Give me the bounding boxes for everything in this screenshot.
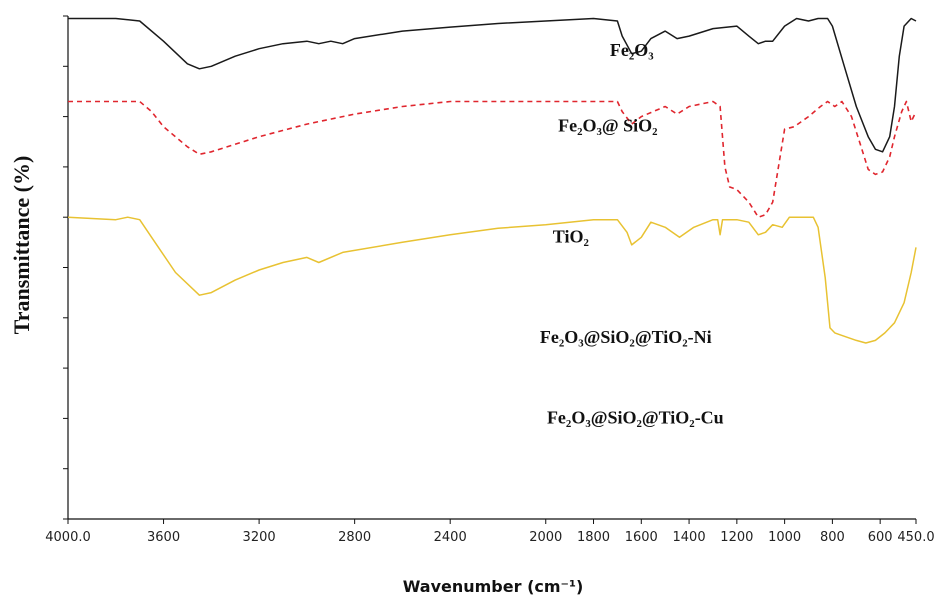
spectra-series xyxy=(67,17,917,344)
spectrum-line-2 xyxy=(68,100,917,218)
x-tick-label: 450.0 xyxy=(897,530,934,545)
sample-label-1: Fe₂O₃ xyxy=(610,40,654,60)
x-tick-label: 1400 xyxy=(673,530,706,545)
x-tick-label: 4000.0 xyxy=(45,530,91,545)
x-tick-label: 1000 xyxy=(768,530,801,545)
sample-annotations: Fe₂O₃ Fe₂O₃@ SiO₂ TiO₂ Fe₂O₃@SiO₂@TiO₂-Ni Fe… xyxy=(540,40,724,427)
x-tick-label: 2000 xyxy=(529,530,562,545)
y-axis-title: Transmittance (%) xyxy=(9,156,34,335)
x-tick-label: 3200 xyxy=(243,530,276,545)
y-axis-ticks xyxy=(63,15,68,520)
sample-label-2: Fe₂O₃@ SiO₂ xyxy=(558,116,657,136)
x-tick-label: 1600 xyxy=(625,530,658,545)
x-axis-ticks xyxy=(67,519,917,524)
spectrum-line-3 xyxy=(67,216,917,344)
x-tick-label: 2400 xyxy=(434,530,467,545)
sample-label-4: Fe₂O₃@SiO₂@TiO₂-Ni xyxy=(540,327,712,347)
x-tick-label: 600 xyxy=(868,530,893,545)
x-tick-label: 1800 xyxy=(577,530,610,545)
sample-label-5: Fe₂O₃@SiO₂@TiO₂-Cu xyxy=(547,407,724,427)
spectrum-line-1 xyxy=(68,17,917,153)
x-axis-tick-labels: 4000.0 3600 3200 2800 2400 2000 1800 1600 1400 12… xyxy=(45,530,934,545)
x-tick-label: 1200 xyxy=(720,530,753,545)
x-tick-label: 2800 xyxy=(338,530,371,545)
sample-label-3: TiO₂ xyxy=(553,226,589,246)
x-tick-label: 800 xyxy=(820,530,845,545)
x-tick-label: 3600 xyxy=(147,530,180,545)
chart-axes: 4000.0 3600 3200 2800 2400 2000 1800 1600 1400 12… xyxy=(45,15,935,545)
x-axis-title: Wavenumber (cm⁻¹) xyxy=(403,577,584,596)
